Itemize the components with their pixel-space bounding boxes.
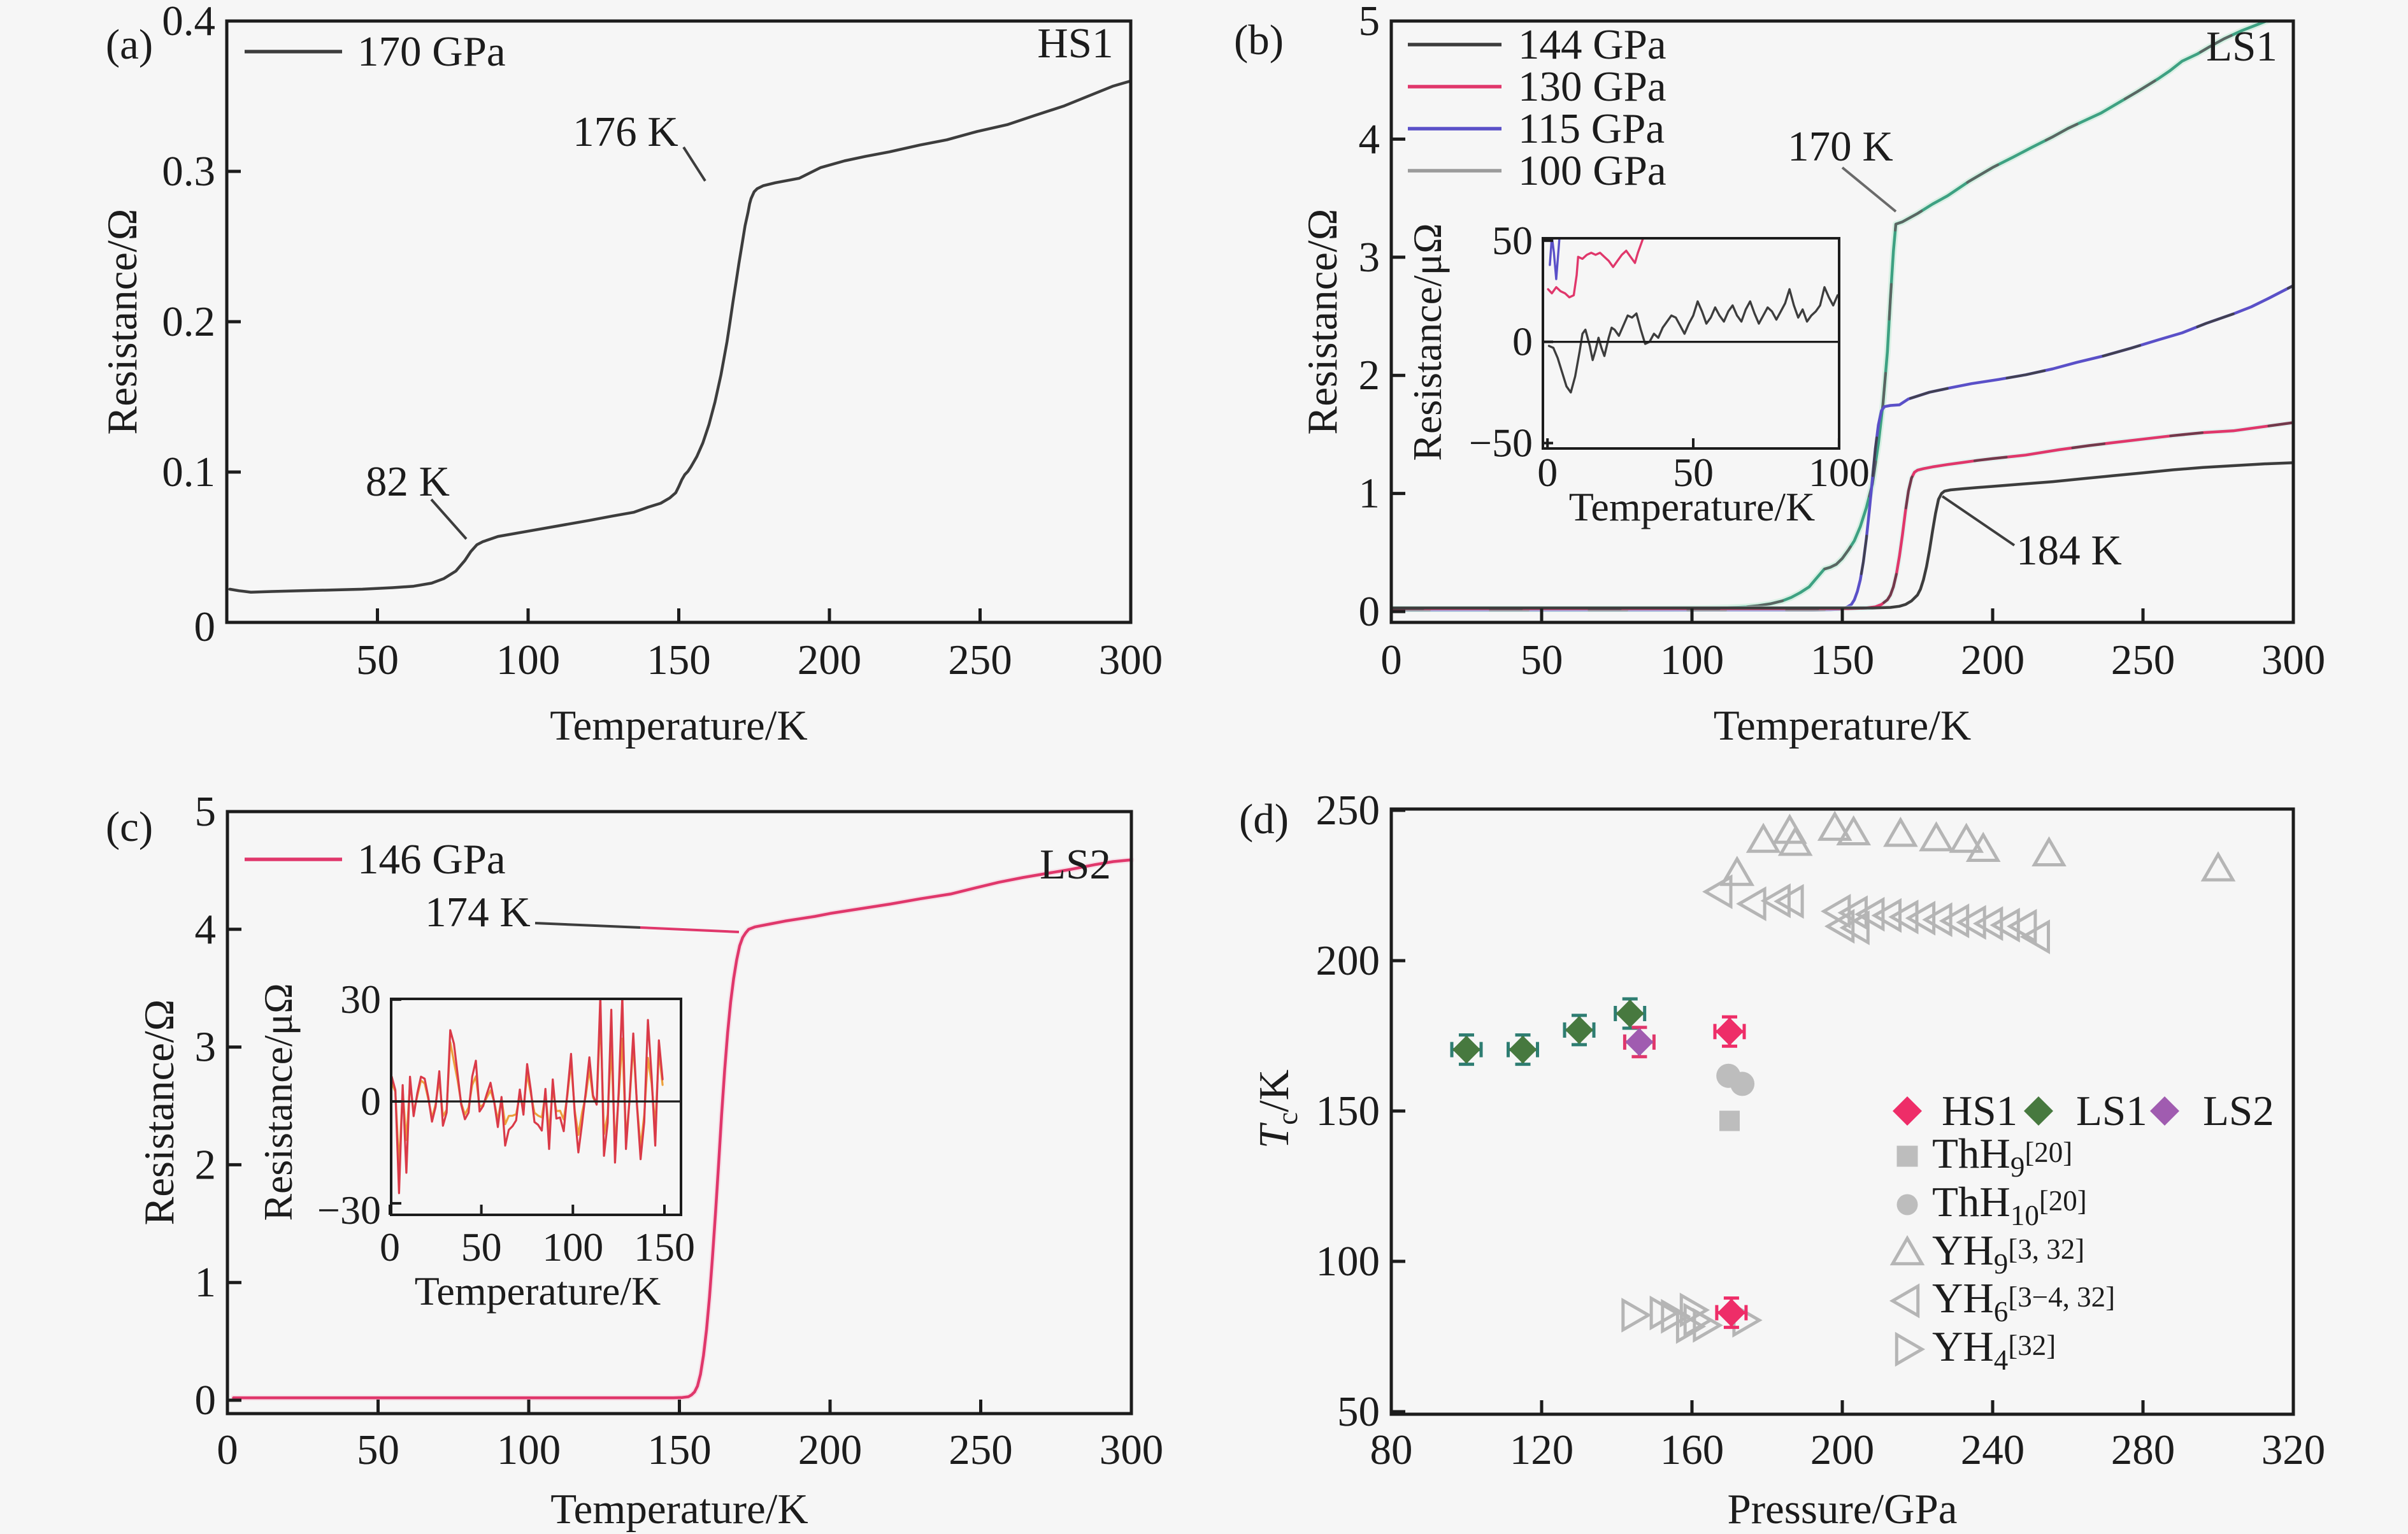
svg-text:300: 300 [1100,1426,1164,1473]
svg-text:100: 100 [542,1224,603,1270]
svg-text:−50: −50 [1469,420,1533,466]
svg-text:4: 4 [195,906,217,953]
svg-text:130 GPa: 130 GPa [1518,63,1666,110]
svg-text:170 GPa: 170 GPa [357,28,506,75]
svg-text:LS1: LS1 [2076,1087,2147,1135]
svg-text:LS2: LS2 [2203,1087,2274,1135]
svg-text:320: 320 [2261,1426,2326,1473]
svg-text:(b): (b) [1234,17,1284,64]
svg-text:Pressure/GPa: Pressure/GPa [1727,1486,1957,1533]
svg-text:HS1: HS1 [1942,1087,2017,1135]
svg-text:174 K: 174 K [425,889,531,936]
svg-text:(c): (c) [106,803,153,850]
svg-text:(a): (a) [106,21,153,68]
svg-text:250: 250 [948,636,1012,684]
svg-text:3: 3 [1359,234,1380,281]
svg-text:Temperature/K: Temperature/K [1569,484,1815,529]
svg-text:100: 100 [1660,636,1724,684]
svg-text:200: 200 [798,636,862,684]
svg-text:30: 30 [340,977,381,1022]
svg-text:0.1: 0.1 [162,448,215,496]
svg-text:150: 150 [1810,636,1875,684]
svg-text:ThH9[20]: ThH9[20] [1932,1130,2072,1183]
svg-text:50: 50 [461,1224,502,1270]
svg-text:115 GPa: 115 GPa [1518,105,1665,152]
svg-text:150: 150 [1316,1087,1380,1135]
svg-text:Resistance/μΩ: Resistance/μΩ [255,983,301,1221]
svg-text:Temperature/K: Temperature/K [550,702,808,749]
svg-text:Tc/K: Tc/K [1251,1070,1303,1149]
svg-text:144 GPa: 144 GPa [1518,21,1666,68]
svg-text:100: 100 [1316,1238,1380,1285]
svg-text:50: 50 [356,636,399,684]
svg-text:0.3: 0.3 [162,148,215,195]
svg-text:0: 0 [1380,636,1402,684]
svg-text:0: 0 [361,1079,381,1124]
svg-text:100: 100 [496,636,561,684]
svg-text:176 K: 176 K [573,108,678,155]
svg-text:100: 100 [497,1426,561,1473]
svg-text:3: 3 [195,1024,217,1071]
svg-text:0: 0 [1537,450,1558,495]
svg-text:150: 150 [647,1426,712,1473]
svg-text:0: 0 [1512,319,1533,364]
svg-text:146 GPa: 146 GPa [357,836,506,883]
svg-text:0: 0 [195,1377,217,1424]
svg-text:LS2: LS2 [1040,841,1111,888]
svg-text:1: 1 [195,1259,217,1306]
svg-text:280: 280 [2111,1426,2175,1473]
svg-text:200: 200 [1961,636,2025,684]
svg-text:250: 250 [2111,636,2175,684]
svg-text:2: 2 [195,1141,217,1188]
svg-text:200: 200 [1316,937,1380,984]
svg-text:Resistance/Ω: Resistance/Ω [1299,209,1346,435]
svg-text:100 GPa: 100 GPa [1518,147,1666,194]
svg-text:Temperature/K: Temperature/K [550,1486,808,1533]
svg-text:Temperature/K: Temperature/K [415,1268,661,1314]
svg-text:300: 300 [1099,636,1163,684]
svg-text:150: 150 [647,636,711,684]
svg-text:200: 200 [1810,1426,1875,1473]
svg-text:0.2: 0.2 [162,298,215,345]
svg-text:80: 80 [1370,1426,1413,1473]
svg-text:YH9[3, 32]: YH9[3, 32] [1932,1227,2084,1280]
svg-text:Resistance/μΩ: Resistance/μΩ [1405,223,1450,461]
svg-text:100: 100 [1809,450,1870,495]
svg-text:1: 1 [1359,470,1380,517]
svg-text:50: 50 [1492,218,1533,263]
svg-text:(d): (d) [1239,796,1289,843]
svg-text:50: 50 [1337,1388,1380,1435]
svg-text:5: 5 [1359,0,1380,45]
svg-text:2: 2 [1359,352,1380,399]
svg-text:Resistance/Ω: Resistance/Ω [99,209,146,435]
svg-text:50: 50 [1673,450,1714,495]
svg-text:−30: −30 [317,1187,381,1233]
svg-text:4: 4 [1359,115,1380,162]
svg-text:200: 200 [798,1426,863,1473]
svg-text:184 K: 184 K [2016,527,2122,574]
svg-text:0: 0 [1359,588,1380,635]
svg-text:Resistance/Ω: Resistance/Ω [136,1000,183,1226]
svg-text:Temperature/K: Temperature/K [1714,702,1972,749]
svg-text:HS1: HS1 [1037,20,1113,67]
svg-text:LS1: LS1 [2206,23,2277,70]
svg-text:170 K: 170 K [1788,123,1893,170]
svg-text:240: 240 [1961,1426,2025,1473]
svg-text:50: 50 [357,1426,399,1473]
svg-text:150: 150 [634,1224,695,1270]
svg-text:0.4: 0.4 [162,0,215,45]
svg-text:160: 160 [1660,1426,1724,1473]
svg-text:120: 120 [1510,1426,1574,1473]
svg-text:50: 50 [1521,636,1563,684]
svg-text:0: 0 [380,1224,400,1270]
svg-text:0: 0 [194,603,216,650]
svg-text:0: 0 [217,1426,238,1473]
svg-text:250: 250 [1316,787,1380,834]
svg-text:300: 300 [2261,636,2326,684]
svg-text:82 K: 82 K [366,458,450,505]
svg-text:5: 5 [195,788,217,835]
svg-text:250: 250 [949,1426,1013,1473]
